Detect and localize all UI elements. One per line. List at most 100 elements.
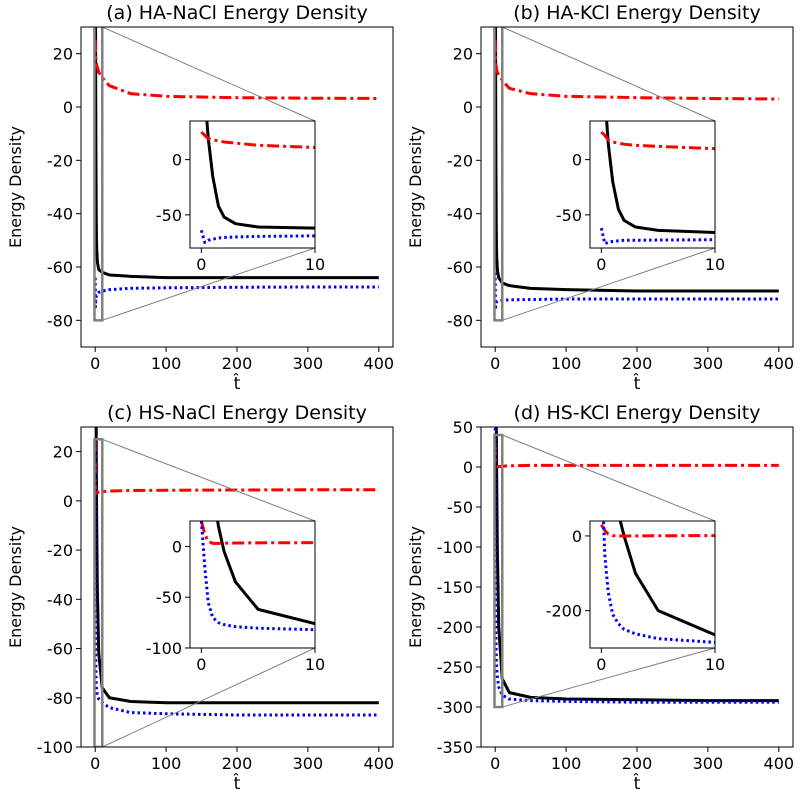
x-tick-label: 100 xyxy=(551,354,582,373)
y-tick-label: 0 xyxy=(463,98,473,117)
inset-x-tick-label: 10 xyxy=(305,655,325,674)
y-tick-label: -60 xyxy=(447,258,473,277)
zoom-box xyxy=(93,438,104,747)
y-tick-label: -60 xyxy=(47,258,73,277)
series-line xyxy=(602,521,715,644)
x-tick-label: 300 xyxy=(693,354,724,373)
y-tick-label: -20 xyxy=(47,151,73,170)
inset-x-tick-label: 0 xyxy=(196,655,206,674)
zoom-box xyxy=(493,433,504,709)
panel: (c) HS-NaCl Energy Density Energy Density… xyxy=(6,402,395,794)
y-tick-label: -80 xyxy=(47,311,73,330)
y-tick-label: -100 xyxy=(37,738,73,757)
zoom-box xyxy=(493,27,504,322)
series-line xyxy=(93,40,379,100)
inset-x-tick-label: 0 xyxy=(596,655,606,674)
inset-background xyxy=(590,521,715,648)
x-tick-label: 300 xyxy=(293,754,324,773)
x-axis-label: t̂ xyxy=(233,373,240,394)
y-tick-label: -80 xyxy=(47,689,73,708)
plot-frame xyxy=(80,426,394,748)
y-tick-label: -40 xyxy=(47,590,73,609)
x-tick-label: 100 xyxy=(551,754,582,773)
series-line xyxy=(199,521,315,632)
y-tick-label: 20 xyxy=(453,45,473,64)
zoom-connector xyxy=(502,647,716,708)
x-tick-label: 400 xyxy=(764,754,795,773)
x-tick-label: 0 xyxy=(490,754,500,773)
y-tick-label: -40 xyxy=(447,205,473,224)
inset-x-tick-label: 10 xyxy=(705,255,725,274)
series-line xyxy=(200,130,315,150)
inset-y-tick-label: -50 xyxy=(556,206,582,225)
inset-y-tick-label: -50 xyxy=(156,206,182,225)
inset-y-tick-label: 0 xyxy=(172,151,182,170)
x-tick-label: 200 xyxy=(222,354,253,373)
chart-title: (d) HS-KCl Energy Density xyxy=(514,402,761,424)
x-tick-label: 200 xyxy=(622,354,653,373)
y-tick-label: -100 xyxy=(437,538,473,557)
series-line xyxy=(93,277,379,309)
y-axis-label: Energy Density xyxy=(6,126,25,248)
zoom-connector xyxy=(102,27,316,122)
chart-title: (a) HA-NaCl Energy Density xyxy=(106,2,367,24)
x-tick-label: 300 xyxy=(293,354,324,373)
chart-title: (b) HA-KCl Energy Density xyxy=(513,2,760,24)
y-tick-label: -60 xyxy=(47,640,73,659)
y-tick-label: 0 xyxy=(63,492,73,511)
y-tick-label: -350 xyxy=(437,738,473,757)
series-line xyxy=(494,427,779,703)
x-tick-label: 0 xyxy=(490,354,500,373)
series-line xyxy=(199,229,315,244)
inset-y-tick-label: 0 xyxy=(572,527,582,546)
y-tick-label: -200 xyxy=(437,618,473,637)
series-line xyxy=(605,121,715,235)
x-axis-label: t̂ xyxy=(633,373,640,394)
inset-frame xyxy=(589,520,716,649)
y-axis-label: Energy Density xyxy=(6,526,25,648)
zoom-connector xyxy=(502,27,716,122)
inset-frame xyxy=(189,120,316,249)
series-line xyxy=(199,521,315,545)
x-tick-label: 400 xyxy=(764,354,795,373)
panel: (a) HA-NaCl Energy Density Energy Density… xyxy=(6,2,394,394)
series-line xyxy=(216,521,315,626)
inset: 0 10 -200 0 xyxy=(546,520,725,674)
x-tick-label: 400 xyxy=(364,754,395,773)
zoom-connector xyxy=(102,647,316,747)
inset: 0 10 -50 0 xyxy=(156,120,325,274)
inset-x-tick-label: 0 xyxy=(196,255,206,274)
y-axis-label: Energy Density xyxy=(406,526,425,648)
lines xyxy=(599,121,715,246)
inset-background xyxy=(590,121,715,248)
inset-y-tick-label: -200 xyxy=(546,602,582,621)
inset-frame xyxy=(189,520,316,649)
panel: (d) HS-KCl Energy Density Energy Density t… xyxy=(406,402,795,794)
lines xyxy=(600,521,715,644)
zoom-indicator xyxy=(93,27,316,322)
panel: (b) HA-KCl Energy Density Energy Density t… xyxy=(406,2,795,394)
chart-title: (c) HS-NaCl Energy Density xyxy=(107,402,367,424)
x-axis-label: t̂ xyxy=(633,773,640,794)
y-tick-label: -250 xyxy=(437,658,473,677)
lines xyxy=(199,521,315,632)
y-tick-label: 0 xyxy=(463,458,473,477)
lines xyxy=(199,121,315,244)
inset-y-tick-label: 0 xyxy=(572,151,582,170)
x-tick-label: 300 xyxy=(693,754,724,773)
zoom-connector xyxy=(502,247,716,321)
inset-frame xyxy=(589,120,716,249)
y-tick-label: -20 xyxy=(47,541,73,560)
inset: 0 10 -50 0 xyxy=(556,120,725,274)
inset-y-tick-label: 0 xyxy=(172,537,182,556)
y-tick-label: 20 xyxy=(53,443,73,462)
plot-frame xyxy=(80,26,394,348)
series-line xyxy=(493,427,779,704)
lines xyxy=(493,427,779,704)
series-line xyxy=(618,521,715,637)
zoom-indicator xyxy=(93,438,316,747)
zoom-indicator xyxy=(493,27,716,322)
y-tick-label: -50 xyxy=(447,498,473,517)
inset: 0 10 -100 -50 0 xyxy=(146,520,325,674)
inset-x-tick-label: 10 xyxy=(705,655,725,674)
